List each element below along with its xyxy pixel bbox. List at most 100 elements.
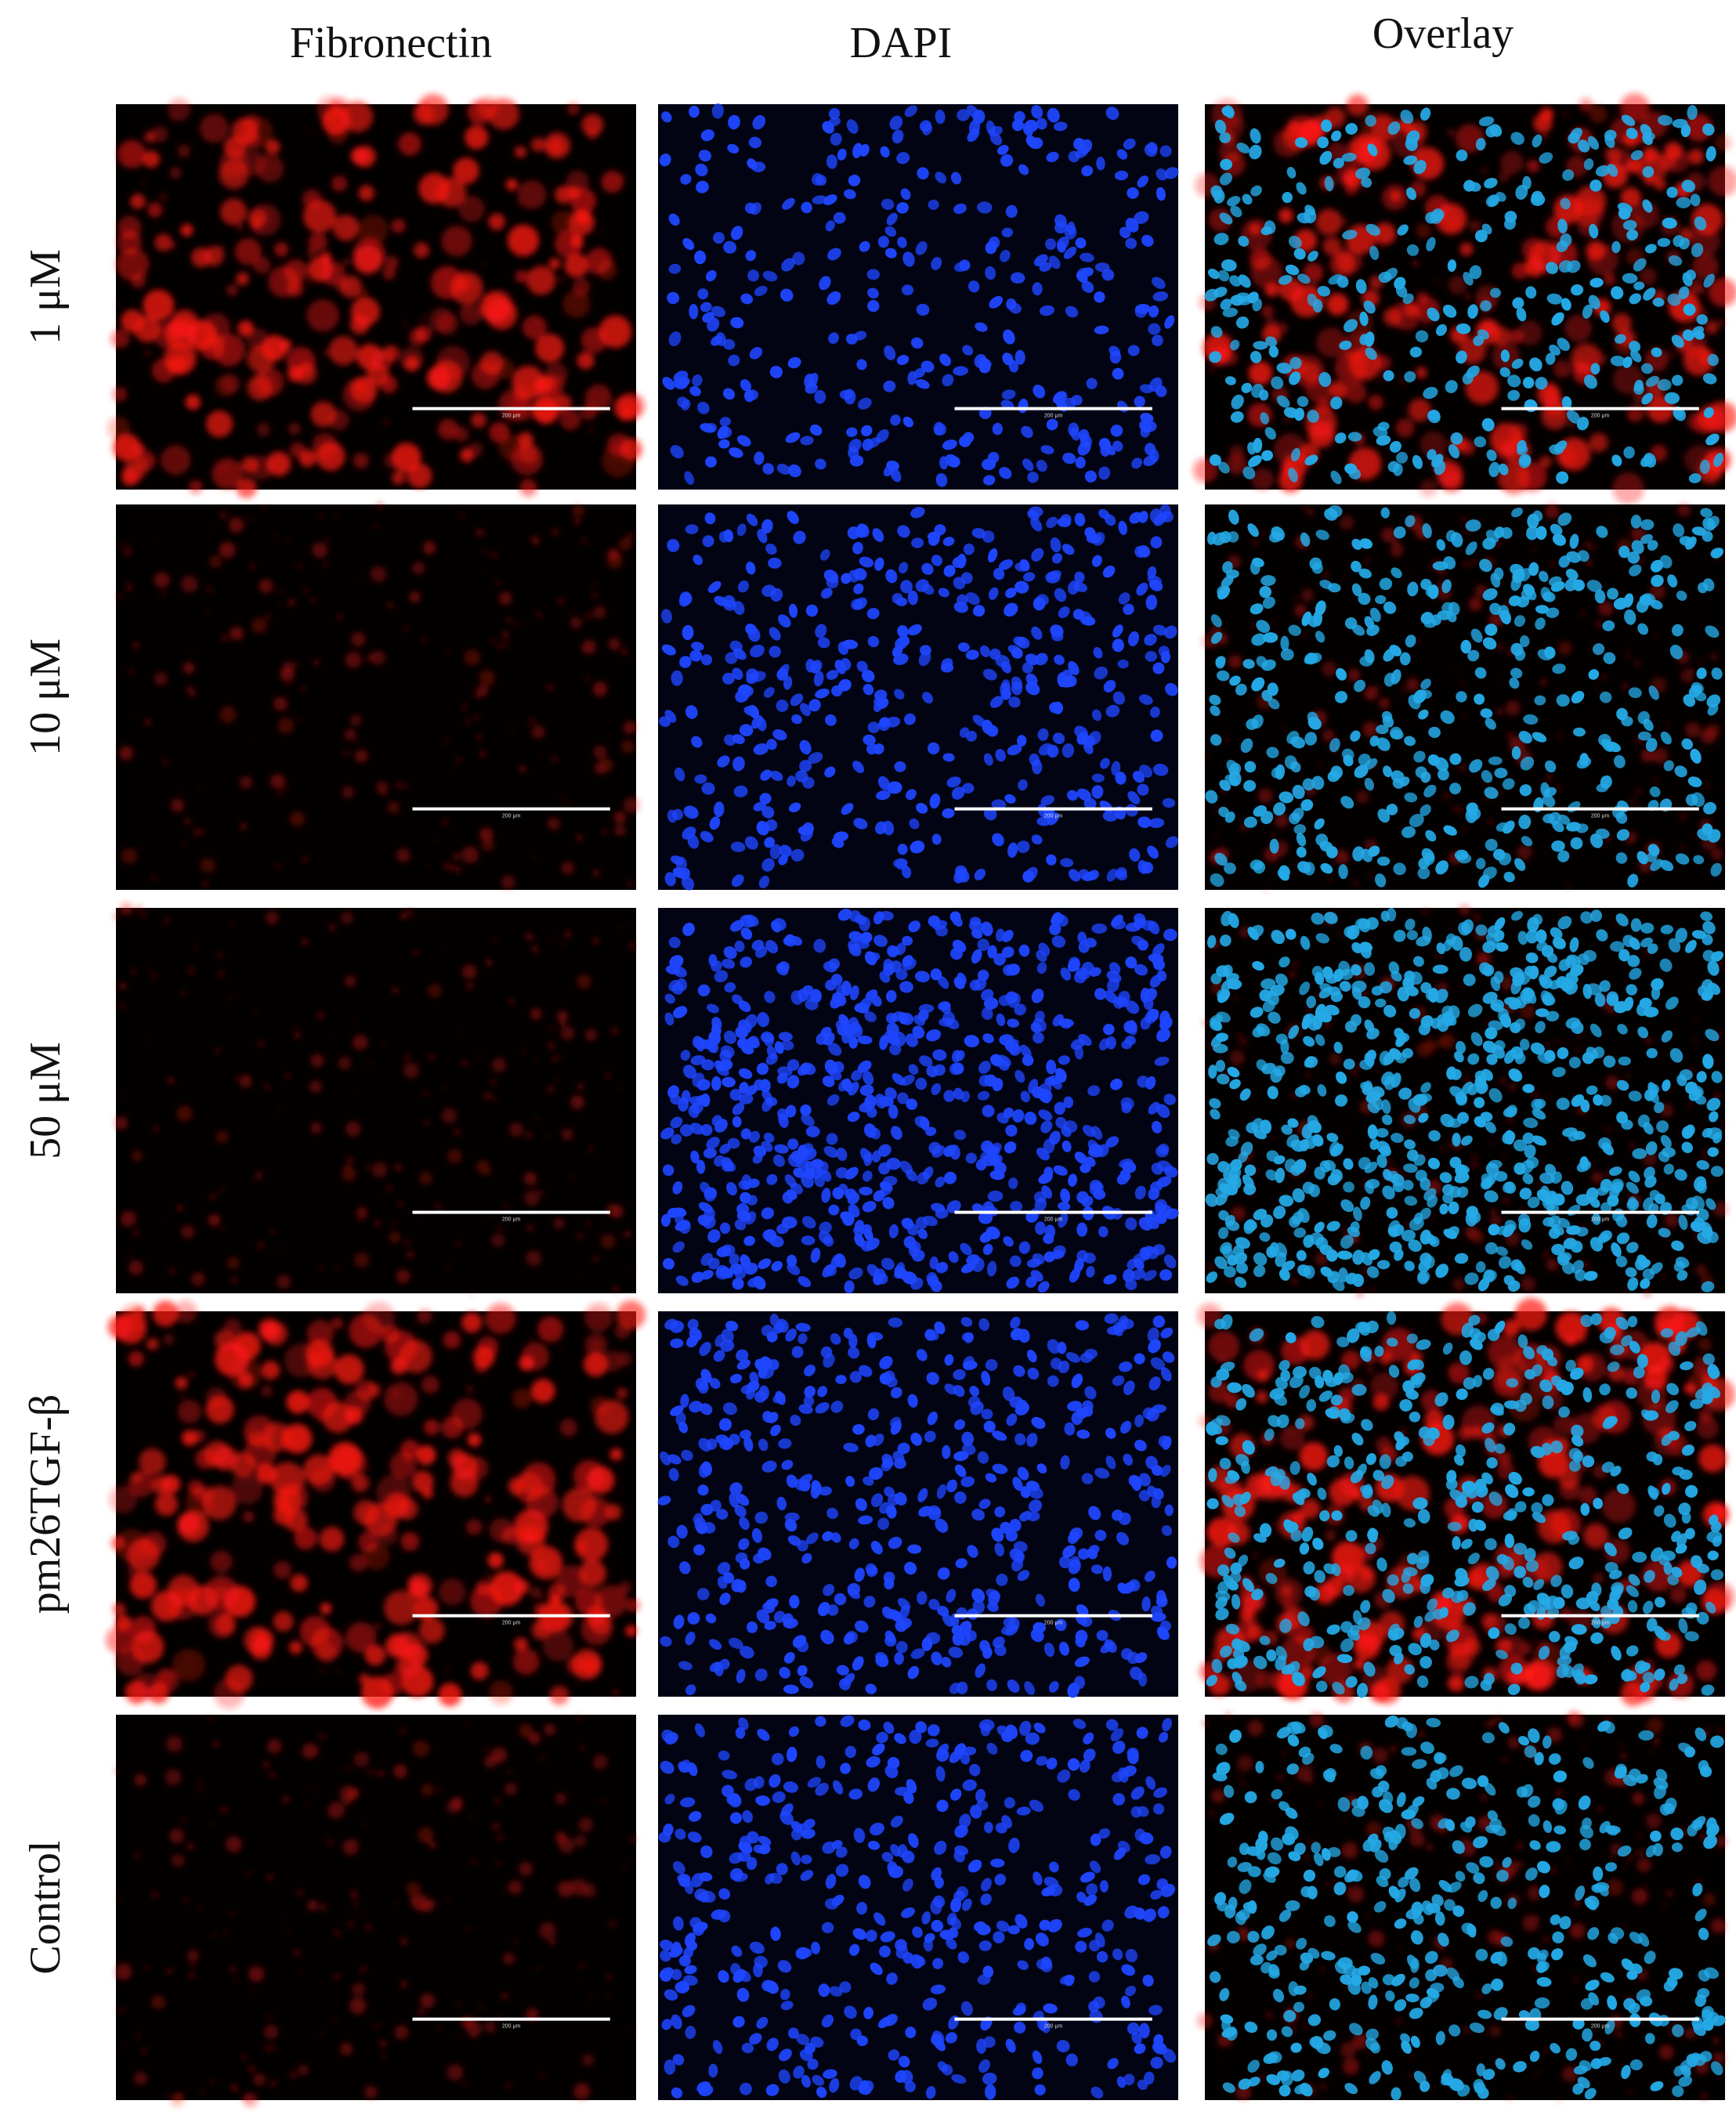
red-speck: [359, 1217, 363, 1222]
nucleus: [1101, 269, 1115, 281]
red-blob: [1315, 208, 1343, 236]
red-blob: [212, 334, 245, 367]
red-speck: [276, 791, 281, 797]
red-speck: [116, 303, 119, 306]
red-speck: [1698, 287, 1705, 294]
red-blob: [1517, 320, 1543, 345]
nucleus: [730, 226, 743, 240]
nucleus: [1546, 262, 1558, 274]
red-blob: [354, 749, 369, 763]
nucleus: [782, 197, 795, 210]
red-blob: [1499, 150, 1524, 175]
red-speck: [1446, 797, 1449, 800]
red-speck: [436, 840, 439, 844]
red-blob: [256, 422, 270, 436]
red-speck: [283, 786, 288, 790]
red-blob: [461, 846, 479, 863]
red-speck: [301, 938, 309, 945]
red-blob: [531, 725, 545, 739]
nucleus: [1000, 154, 1014, 167]
red-blob: [1695, 1264, 1707, 1276]
red-blob: [1257, 788, 1273, 804]
red-speck: [134, 714, 138, 717]
red-speck: [1423, 321, 1428, 327]
nucleus: [781, 258, 795, 272]
red-speck: [527, 1224, 534, 1231]
red-blob: [616, 1387, 628, 1399]
red-speck: [277, 1512, 280, 1516]
red-speck: [584, 648, 588, 651]
column-label: Overlay: [1373, 9, 1514, 58]
nucleus: [1687, 105, 1698, 121]
nucleus: [787, 356, 801, 369]
red-speck: [313, 659, 320, 667]
nucleus: [1036, 459, 1047, 472]
red-speck: [617, 1086, 621, 1090]
red-speck: [237, 224, 244, 231]
nucleus: [754, 285, 768, 297]
red-speck: [599, 230, 602, 233]
red-blob: [1533, 114, 1553, 133]
red-blob: [322, 1401, 353, 1434]
red-speck: [276, 864, 281, 869]
nucleus: [1022, 458, 1034, 472]
red-speck: [594, 1257, 599, 1262]
red-speck: [435, 1203, 441, 1210]
red-blob: [523, 1533, 535, 1545]
nucleus: [867, 299, 880, 313]
red-speck: [560, 943, 564, 947]
nucleus: [917, 167, 929, 180]
nucleus: [997, 144, 1009, 155]
nucleus: [953, 203, 967, 215]
red-speck: [428, 1054, 435, 1061]
red-speck: [519, 765, 526, 773]
micrograph: 200 μm: [113, 902, 636, 1295]
red-blob: [290, 1574, 309, 1593]
nucleus: [728, 354, 740, 367]
red-blob: [273, 1560, 292, 1579]
red-speck: [1291, 1278, 1298, 1285]
red-blob: [1406, 678, 1420, 691]
red-blob: [1557, 641, 1573, 656]
red-speck: [152, 1126, 159, 1132]
red-speck: [1341, 1226, 1346, 1230]
red-blob: [310, 1054, 324, 1068]
scale-bar-label: 200 μm: [502, 814, 521, 819]
red-speck: [1645, 1037, 1652, 1044]
nucleus: [1271, 376, 1284, 389]
red-speck: [1441, 1147, 1445, 1152]
nucleus: [1127, 187, 1139, 199]
red-speck: [1501, 678, 1504, 681]
red-speck: [121, 1094, 125, 1098]
row-label: 10 μM: [21, 638, 70, 756]
red-speck: [254, 1010, 257, 1014]
red-speck: [1293, 961, 1299, 967]
nucleus: [748, 136, 761, 149]
red-speck: [497, 1226, 503, 1231]
red-blob: [491, 1058, 507, 1073]
red-blob: [121, 469, 138, 486]
red-blob: [199, 114, 230, 143]
nucleus: [1403, 155, 1418, 165]
red-blob: [423, 1419, 439, 1436]
nucleus: [1131, 457, 1143, 469]
red-blob: [229, 517, 244, 533]
column-label: Fibronectin: [290, 19, 492, 67]
nucleus: [1045, 238, 1057, 251]
red-speck: [1375, 1069, 1378, 1073]
red-blob: [1498, 171, 1510, 183]
nucleus: [1075, 237, 1087, 249]
nucleus: [939, 353, 952, 367]
red-speck: [560, 796, 565, 801]
nucleus: [1006, 298, 1017, 310]
red-blob: [555, 186, 573, 204]
red-speck: [373, 652, 378, 656]
nucleus: [885, 248, 897, 258]
nucleus: [1219, 212, 1233, 225]
nucleus: [1389, 441, 1401, 453]
red-blob: [1459, 904, 1470, 916]
red-blob: [353, 452, 369, 469]
red-blob: [273, 242, 289, 257]
red-speck: [588, 427, 594, 432]
red-speck: [552, 756, 558, 763]
